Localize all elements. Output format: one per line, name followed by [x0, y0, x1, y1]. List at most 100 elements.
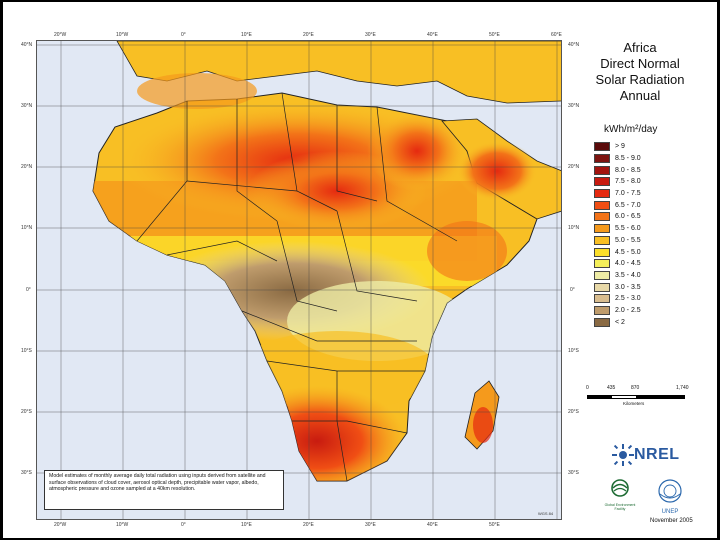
methodology-note: Model estimates of monthly average daily…	[44, 470, 284, 510]
legend-label: 6.0 - 6.5	[615, 213, 641, 221]
legend-row: 6.5 - 7.0	[594, 199, 657, 211]
nrel-wordmark: NREL	[634, 446, 680, 463]
lat-label-left: 10°N	[21, 225, 33, 231]
legend-swatch	[594, 200, 610, 210]
lat-label-right: 30°N	[568, 103, 580, 109]
lon-label-top: 10°W	[116, 32, 129, 38]
legend-swatch	[594, 154, 610, 164]
title-line: Annual	[619, 88, 661, 103]
legend-row: 2.5 - 3.0	[594, 293, 657, 305]
lon-label-top: 40°E	[427, 32, 438, 38]
lat-label-right: 0°	[570, 287, 575, 293]
legend-label: 5.0 - 5.5	[615, 236, 641, 244]
legend-label: < 2	[615, 318, 625, 326]
legend-label: 3.5 - 4.0	[615, 271, 641, 279]
legend-label: 6.5 - 7.0	[615, 201, 641, 209]
lon-label-top: 50°E	[489, 32, 500, 38]
unep-emblem-icon	[658, 479, 682, 503]
lat-label-left: 20°N	[21, 164, 33, 170]
legend-row: 7.0 - 7.5	[594, 188, 657, 200]
legend-swatch	[594, 224, 610, 234]
legend-label: 8.5 - 9.0	[615, 155, 641, 163]
scale-label: 435	[607, 385, 616, 391]
lon-label-bottom: 40°E	[427, 522, 438, 528]
map-svg	[37, 41, 561, 519]
lat-label-right: 20°N	[568, 164, 580, 170]
map-title: Africa Direct Normal Solar Radiation Ann…	[576, 40, 704, 104]
legend-row: 5.0 - 5.5	[594, 235, 657, 247]
title-line: Solar Radiation	[595, 72, 685, 87]
lat-label-right: 40°N	[568, 42, 580, 48]
legend-row: < 2	[594, 316, 657, 328]
legend-label: 7.0 - 7.5	[615, 190, 641, 198]
legend-swatch	[594, 235, 610, 245]
lat-label-right: 30°S	[568, 470, 579, 476]
legend-swatch	[594, 305, 610, 315]
lon-label-bottom: 20°E	[303, 522, 314, 528]
publication-date: November 2005	[650, 518, 693, 524]
lat-label-left: 40°N	[21, 42, 33, 48]
lon-label-bottom: 50°E	[489, 522, 500, 528]
title-line: Direct Normal	[600, 56, 680, 71]
scale-label: 1,740	[676, 385, 689, 391]
nrel-logo: NREL	[612, 444, 680, 466]
legend-row: 2.0 - 2.5	[594, 305, 657, 317]
legend-label: > 9	[615, 143, 625, 151]
legend-swatch	[594, 247, 610, 257]
unep-caption: UNEP	[661, 509, 679, 515]
legend-row: > 9	[594, 141, 657, 153]
lat-label-left: 30°N	[21, 103, 33, 109]
lon-label-bottom: 0°	[181, 522, 186, 528]
lat-label-left: 0°	[26, 287, 31, 293]
legend-swatch	[594, 142, 610, 152]
legend-row: 4.0 - 4.5	[594, 258, 657, 270]
lon-label-top: 0°	[181, 32, 186, 38]
legend: kWh/m²/day > 9 8.5 - 9.0 8.0 - 8.5 7.5 - 8.…	[594, 124, 657, 328]
lat-label-right: 10°S	[568, 348, 579, 354]
legend-label: 2.5 - 3.0	[615, 295, 641, 303]
legend-label: 8.0 - 8.5	[615, 166, 641, 174]
legend-swatch	[594, 165, 610, 175]
scale-label: 0	[586, 385, 589, 391]
legend-swatch	[594, 294, 610, 304]
legend-label: 4.0 - 4.5	[615, 260, 641, 268]
lon-label-top: 20°W	[54, 32, 67, 38]
lon-label-bottom: 20°W	[54, 522, 67, 528]
legend-row: 4.5 - 5.0	[594, 246, 657, 258]
legend-row: 5.5 - 6.0	[594, 223, 657, 235]
lon-label-top: 60°E	[551, 32, 562, 38]
legend-row: 3.5 - 4.0	[594, 270, 657, 282]
lat-label-right: 20°S	[568, 409, 579, 415]
lon-label-top: 10°E	[241, 32, 252, 38]
africa-map	[36, 40, 562, 520]
legend-label: 7.5 - 8.0	[615, 178, 641, 186]
legend-swatch	[594, 317, 610, 327]
legend-label: 5.5 - 6.0	[615, 225, 641, 233]
legend-swatch	[594, 212, 610, 222]
legend-row: 3.0 - 3.5	[594, 281, 657, 293]
legend-row: 6.0 - 6.5	[594, 211, 657, 223]
unep-logo: UNEP	[652, 478, 688, 515]
lon-label-bottom: 30°E	[365, 522, 376, 528]
lat-label-right: 10°N	[568, 225, 580, 231]
scale-label: 870	[631, 385, 640, 391]
gef-caption: Global Environment Facility	[604, 503, 636, 511]
lat-label-left: 30°S	[21, 470, 32, 476]
title-line: Africa	[623, 40, 657, 55]
legend-row: 8.5 - 9.0	[594, 153, 657, 165]
legend-label: 2.0 - 2.5	[615, 306, 641, 314]
lat-label-left: 20°S	[21, 409, 32, 415]
lon-label-top: 30°E	[365, 32, 376, 38]
graticule	[37, 41, 561, 519]
legend-swatch	[594, 177, 610, 187]
legend-swatch	[594, 259, 610, 269]
legend-label: 4.5 - 5.0	[615, 248, 641, 256]
lat-label-left: 10°S	[21, 348, 32, 354]
legend-swatch	[594, 282, 610, 292]
scale-unit: Kilometers	[623, 401, 645, 406]
legend-row: 7.5 - 8.0	[594, 176, 657, 188]
lon-label-bottom: 10°W	[116, 522, 129, 528]
datum-label: WGS 84	[538, 511, 554, 516]
gef-globe-icon	[611, 479, 629, 497]
lon-label-bottom: 10°E	[241, 522, 252, 528]
